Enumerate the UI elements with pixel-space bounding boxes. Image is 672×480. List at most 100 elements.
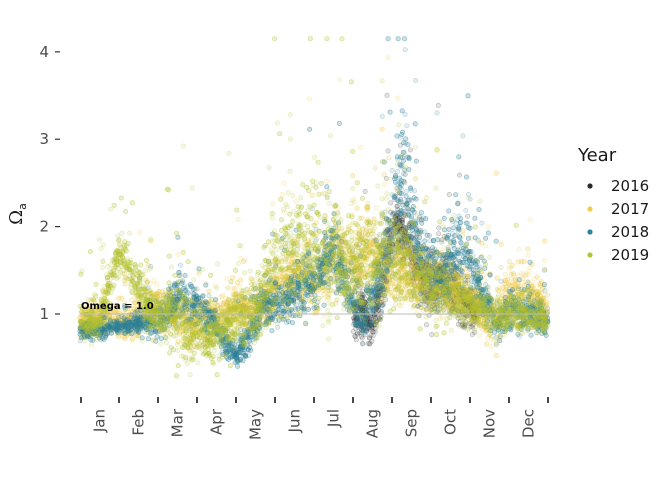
data-point (446, 286, 452, 292)
data-point (440, 277, 446, 283)
data-point (471, 315, 477, 321)
data-point (137, 229, 143, 235)
data-point (380, 301, 386, 307)
data-point (307, 96, 313, 102)
data-point (353, 322, 359, 328)
data-point (525, 252, 531, 258)
data-point (370, 329, 376, 335)
data-point (116, 295, 122, 301)
data-point (511, 282, 517, 288)
data-point (353, 337, 359, 343)
data-point (386, 250, 392, 256)
data-point (429, 332, 435, 338)
data-point (252, 276, 258, 282)
data-point (436, 231, 442, 237)
data-point (404, 238, 410, 244)
series-2016-points (350, 92, 481, 347)
data-point (397, 303, 403, 309)
data-point (437, 316, 443, 322)
data-point (416, 267, 422, 273)
data-point (450, 274, 456, 280)
data-point (388, 240, 394, 246)
data-point (373, 205, 379, 211)
data-point (433, 290, 439, 296)
data-point (433, 282, 439, 288)
data-point (362, 300, 368, 306)
data-point (541, 238, 547, 244)
data-point (407, 249, 413, 255)
data-point (474, 306, 480, 312)
data-point (449, 306, 455, 312)
data-point (378, 287, 384, 293)
data-point (412, 176, 418, 182)
data-point (324, 178, 330, 184)
data-point (447, 269, 453, 275)
data-point (402, 171, 408, 177)
data-point (435, 273, 441, 279)
data-point (241, 259, 247, 265)
data-point (408, 255, 414, 261)
data-point (390, 242, 396, 248)
data-point (388, 200, 394, 206)
data-points (77, 36, 551, 379)
data-point (354, 303, 360, 309)
data-point (427, 269, 433, 275)
data-point (445, 271, 451, 277)
data-point (525, 246, 531, 252)
data-point (385, 148, 391, 154)
data-point (433, 267, 439, 273)
data-point (425, 295, 431, 301)
data-point (232, 286, 238, 292)
data-point (395, 95, 401, 101)
data-point (446, 262, 452, 268)
data-point (364, 321, 370, 327)
data-point (527, 217, 533, 223)
data-point (362, 188, 368, 194)
data-point (429, 284, 435, 290)
data-point (451, 298, 457, 304)
data-point (279, 192, 285, 198)
data-point (509, 262, 515, 268)
data-point (472, 329, 478, 335)
data-point (432, 295, 438, 301)
data-point (502, 271, 508, 277)
data-point (450, 290, 456, 296)
data-point (498, 241, 504, 247)
data-point (508, 271, 514, 277)
data-point (417, 275, 423, 281)
data-point (494, 275, 500, 281)
data-point (377, 275, 383, 281)
data-point (224, 275, 230, 281)
data-point (385, 55, 391, 61)
data-point (206, 288, 212, 294)
data-point (483, 243, 489, 249)
data-point (154, 281, 160, 287)
data-point (379, 126, 385, 132)
data-point (351, 315, 357, 321)
data-point (375, 286, 381, 292)
data-point (471, 307, 477, 313)
data-point (516, 247, 522, 253)
data-point (235, 216, 241, 222)
data-point (449, 287, 455, 293)
data-point (421, 290, 427, 296)
data-point (423, 292, 429, 298)
data-point (386, 248, 392, 254)
data-point (488, 344, 494, 350)
data-point (541, 258, 547, 264)
data-point (449, 286, 455, 292)
data-point (355, 205, 361, 211)
data-point (464, 291, 470, 297)
data-point (386, 218, 392, 224)
data-point (471, 315, 477, 321)
data-point (434, 286, 440, 292)
data-point (402, 228, 408, 234)
data-point (270, 201, 276, 207)
data-point (390, 263, 396, 269)
data-point (412, 272, 418, 278)
data-point (357, 144, 363, 150)
data-point (394, 203, 400, 209)
data-point (175, 252, 181, 258)
data-point (381, 255, 387, 261)
data-point (431, 288, 437, 294)
